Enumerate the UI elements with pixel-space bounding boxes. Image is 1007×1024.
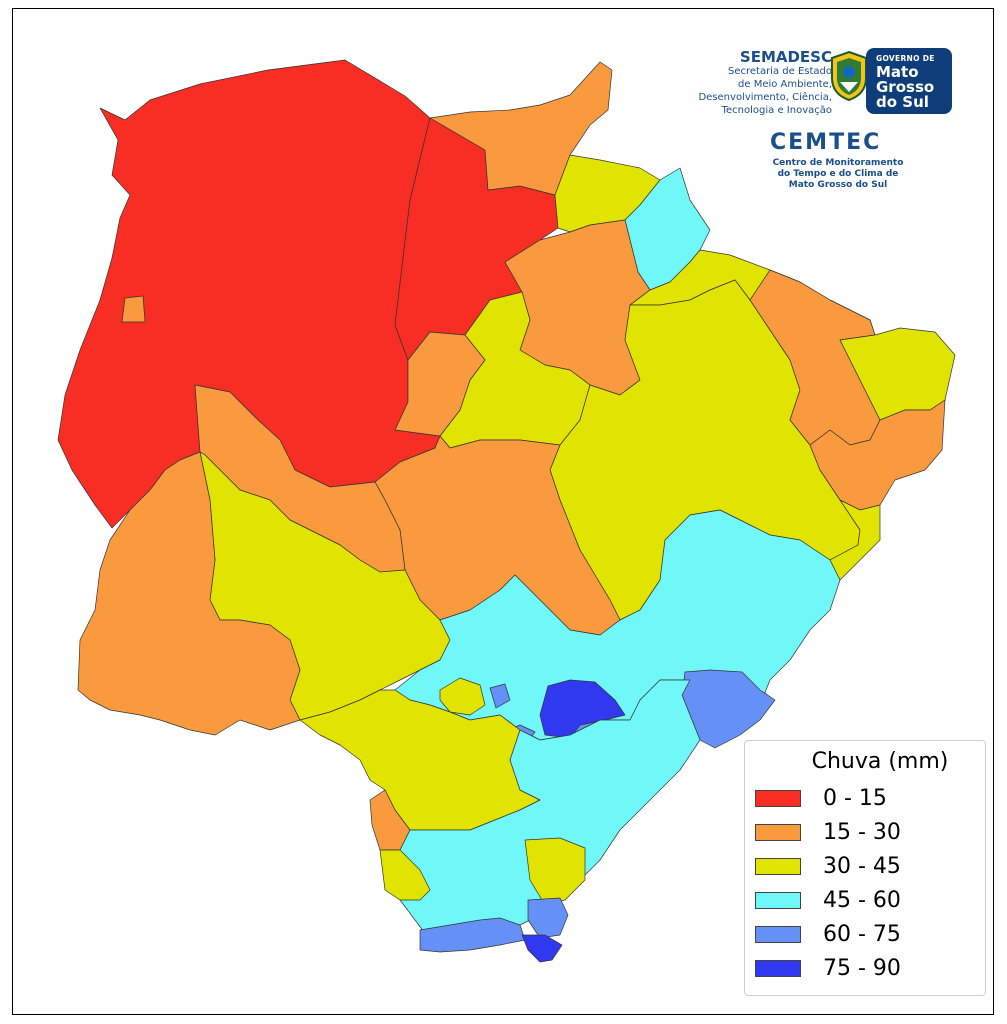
region-orange-island <box>121 295 146 323</box>
cemtec-line-3: Mato Grosso do Sul <box>788 180 888 190</box>
region-yellow-south-center <box>524 837 586 906</box>
region-yellow-south-west-2 <box>379 849 431 901</box>
region-blue-south-2 <box>527 897 569 939</box>
legend-swatch <box>755 892 801 909</box>
semadesc-line-4: Tecnologia e Inovação <box>721 105 832 116</box>
legend-swatch <box>755 960 801 977</box>
region-orange-north <box>429 61 613 196</box>
state-coat-of-arms-icon <box>831 50 867 102</box>
region-yellow-southeast <box>829 499 881 581</box>
governo-small-text: GOVERNO DE <box>876 54 935 63</box>
region-blue-small-1 <box>489 683 511 709</box>
legend-swatch <box>755 858 801 875</box>
legend-swatch <box>755 790 801 807</box>
cemtec-title: CEMTEC <box>770 130 882 155</box>
legend-swatch <box>755 824 801 841</box>
governo-line-3: do Sul <box>876 93 929 111</box>
governo-line-2: Grosso <box>876 78 935 96</box>
legend-item-0-15: 0 - 15 <box>755 785 975 813</box>
region-yellow-small-center <box>439 677 486 716</box>
governo-logo: GOVERNO DE Mato Grosso do Sul <box>866 48 952 114</box>
region-dark-blue-south <box>521 934 563 963</box>
cemtec-line-1: Centro de Monitoramento <box>772 158 904 168</box>
semadesc-line-1: Secretaria de Estado <box>727 66 832 77</box>
semadesc-title: SEMADESC <box>739 48 832 66</box>
legend-label: 15 - 30 <box>823 820 901 845</box>
region-orange-mid-west <box>394 331 486 437</box>
legend-item-30-45: 30 - 45 <box>755 853 975 881</box>
legend-item-60-75: 60 - 75 <box>755 921 975 949</box>
map-frame <box>12 8 994 1015</box>
legend-label: 75 - 90 <box>823 956 901 981</box>
legend: Chuva (mm) 0 - 15 15 - 30 30 - 45 45 - 6… <box>744 740 986 996</box>
legend-title: Chuva (mm) <box>811 749 949 774</box>
legend-item-45-60: 45 - 60 <box>755 887 975 915</box>
governo-line-1: Mato <box>876 63 919 81</box>
cemtec-line-2: do Tempo e do Clima de <box>777 169 899 179</box>
legend-label: 0 - 15 <box>823 786 887 811</box>
legend-item-15-30: 15 - 30 <box>755 819 975 847</box>
header-logos: SEMADESC Secretaria de Estado de Meio Am… <box>660 44 960 204</box>
legend-item-75-90: 75 - 90 <box>755 955 975 983</box>
legend-label: 60 - 75 <box>823 922 901 947</box>
legend-label: 45 - 60 <box>823 888 901 913</box>
legend-swatch <box>755 926 801 943</box>
semadesc-line-2: de Meio Ambiente, <box>738 79 832 90</box>
semadesc-line-3: Desenvolvimento, Ciência, <box>698 92 832 103</box>
legend-label: 30 - 45 <box>823 854 901 879</box>
